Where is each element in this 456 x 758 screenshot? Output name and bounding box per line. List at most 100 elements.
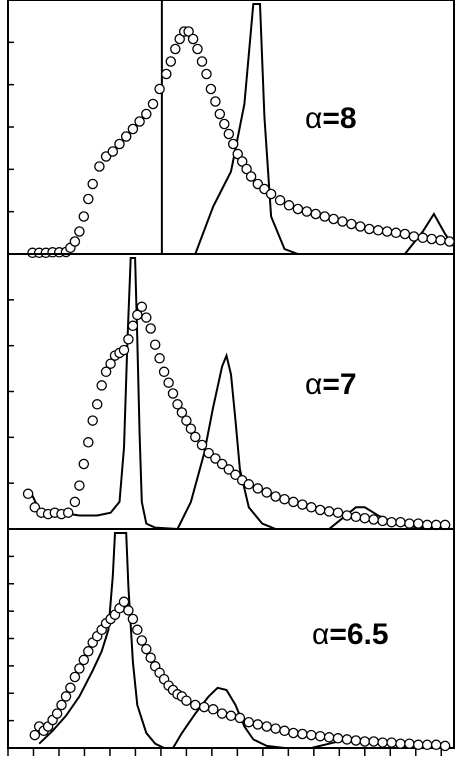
data-point xyxy=(69,671,81,683)
data-point xyxy=(158,366,170,378)
data-point xyxy=(243,716,255,728)
alpha-label: α=7 xyxy=(305,368,357,401)
data-point xyxy=(252,483,264,494)
data-point xyxy=(223,128,235,140)
data-point xyxy=(265,188,277,200)
data-point xyxy=(141,643,152,655)
data-point xyxy=(417,232,429,244)
data-point xyxy=(297,728,308,740)
data-point xyxy=(83,646,94,657)
data-point xyxy=(127,320,139,332)
data-point xyxy=(145,652,156,663)
data-point xyxy=(123,605,134,616)
data-point xyxy=(29,729,41,741)
x-axis-ticks xyxy=(7,748,443,756)
data-point xyxy=(22,488,34,500)
data-point xyxy=(230,469,241,481)
data-point xyxy=(368,514,379,525)
data-point xyxy=(359,736,371,747)
data-point xyxy=(232,148,243,160)
data-point xyxy=(127,613,139,625)
data-point xyxy=(190,431,201,443)
data-point xyxy=(141,312,152,323)
data-point xyxy=(29,502,41,513)
data-point xyxy=(332,733,344,744)
data-point xyxy=(176,407,188,418)
series-line xyxy=(29,257,454,529)
series-line xyxy=(8,3,454,254)
alpha-symbol: α xyxy=(312,618,329,651)
data-point xyxy=(134,116,145,127)
data-point xyxy=(183,26,194,37)
data-point xyxy=(105,358,116,369)
data-point xyxy=(87,415,98,426)
data-point xyxy=(149,339,161,350)
data-point xyxy=(87,178,98,190)
data-point xyxy=(91,399,103,410)
alpha-symbol: α xyxy=(305,102,322,135)
data-point xyxy=(241,163,252,175)
data-point xyxy=(306,729,317,741)
data-point xyxy=(78,654,90,666)
data-point xyxy=(350,735,362,746)
data-point xyxy=(96,380,107,391)
panel-1: α=8 xyxy=(7,0,455,259)
data-point xyxy=(435,235,446,246)
data-point xyxy=(332,507,344,518)
data-point xyxy=(170,43,181,55)
data-point xyxy=(69,236,81,247)
data-point xyxy=(426,233,437,245)
data-point xyxy=(196,56,208,67)
alpha-value: =6.5 xyxy=(329,618,388,651)
alpha-label: α=8 xyxy=(305,102,357,135)
alpha-value: =8 xyxy=(322,102,356,135)
data-point xyxy=(399,228,411,240)
data-point xyxy=(161,68,172,80)
data-point xyxy=(74,480,85,491)
data-point xyxy=(283,200,295,211)
alpha-label: α=6.5 xyxy=(312,618,389,651)
data-point xyxy=(252,719,264,730)
data-point xyxy=(205,83,217,95)
data-point xyxy=(83,437,94,448)
data-point xyxy=(274,195,286,206)
data-point xyxy=(245,171,257,182)
data-point xyxy=(181,695,192,706)
data-point xyxy=(346,218,357,230)
data-point xyxy=(323,732,335,743)
data-point xyxy=(118,344,130,356)
data-point xyxy=(196,439,208,451)
data-point xyxy=(314,504,326,516)
data-point xyxy=(141,108,152,120)
data-point xyxy=(203,447,214,459)
data-point xyxy=(404,738,415,749)
data-point xyxy=(216,708,228,719)
data-point xyxy=(421,739,433,751)
data-point xyxy=(210,453,221,464)
data-point xyxy=(341,734,353,745)
data-point xyxy=(270,491,281,502)
alpha-symbol: α xyxy=(305,368,322,401)
data-point xyxy=(381,226,393,237)
data-point xyxy=(341,510,353,521)
data-point xyxy=(83,193,94,205)
data-point xyxy=(74,226,85,237)
panel-3: α=6.5 xyxy=(7,528,455,752)
data-point xyxy=(62,507,74,518)
data-point xyxy=(94,161,105,172)
data-point xyxy=(306,502,317,513)
data-point xyxy=(69,496,81,508)
data-point xyxy=(279,725,290,737)
data-point xyxy=(372,225,384,236)
data-point xyxy=(270,723,281,734)
data-point xyxy=(377,737,388,748)
data-point xyxy=(198,701,210,713)
data-point xyxy=(243,479,255,490)
data-point xyxy=(444,236,455,247)
data-point xyxy=(261,721,272,732)
data-point xyxy=(74,663,85,674)
data-point xyxy=(288,727,299,739)
data-point xyxy=(297,499,308,510)
data-point xyxy=(120,131,132,142)
